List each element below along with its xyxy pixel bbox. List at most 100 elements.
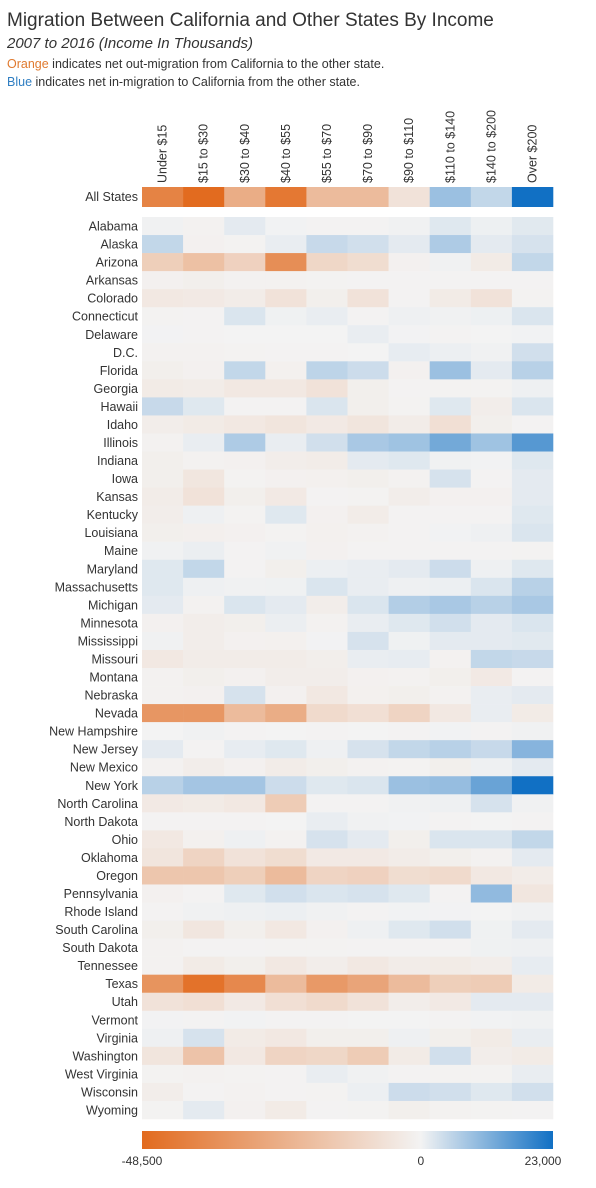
heatmap-cell — [183, 812, 225, 831]
heatmap-cell — [429, 686, 472, 705]
heatmap-cell — [265, 740, 307, 759]
heatmap-cell — [306, 307, 348, 326]
heatmap-cell — [347, 830, 389, 849]
row-label: Montana — [89, 671, 138, 685]
heatmap-cell — [347, 974, 389, 994]
summary-cell — [306, 187, 348, 207]
heatmap-cell — [347, 631, 389, 651]
heatmap-cell — [183, 1046, 225, 1066]
heatmap-cell — [470, 541, 513, 561]
heatmap-cell — [224, 902, 266, 921]
row-label: Indiana — [97, 454, 138, 468]
heatmap-cell — [470, 776, 513, 795]
heatmap-cell — [429, 577, 472, 597]
heatmap-cell — [265, 559, 307, 579]
heatmap-cell — [224, 1028, 266, 1048]
heatmap-cell — [142, 1100, 184, 1120]
heatmap-cell — [306, 613, 348, 633]
heatmap-cell — [224, 740, 266, 759]
heatmap-cell — [224, 974, 266, 994]
heatmap-cell — [265, 758, 307, 777]
heatmap-cell — [347, 325, 389, 344]
heatmap-cell — [224, 649, 266, 669]
heatmap-cell — [429, 668, 472, 687]
summary-row: All States — [85, 187, 554, 207]
heatmap-cell — [183, 686, 225, 705]
heatmap-cell — [224, 956, 266, 975]
heatmap-cell — [306, 1064, 348, 1084]
heatmap-cell — [511, 307, 554, 326]
column-header: $70 to $90 — [361, 124, 375, 183]
heatmap-cell — [265, 974, 307, 994]
heatmap-cell — [142, 451, 184, 470]
heatmap-cell — [470, 848, 513, 867]
heatmap-cell — [306, 686, 348, 705]
heatmap-cell — [183, 776, 225, 795]
heatmap-cell — [265, 379, 307, 398]
heatmap-cell — [142, 307, 184, 326]
heatmap-cell — [511, 235, 554, 254]
summary-cell — [183, 187, 225, 207]
heatmap-cell — [388, 217, 430, 236]
heatmap-cell — [388, 631, 430, 651]
heatmap-cell — [470, 956, 513, 975]
heatmap-cell — [429, 649, 472, 669]
heatmap-cell — [429, 794, 472, 813]
heatmap-cell — [388, 433, 430, 452]
heatmap-cell — [470, 884, 513, 903]
heatmap-cell — [388, 1100, 430, 1120]
heatmap-cell — [429, 307, 472, 326]
legend-keyword-blue: Blue — [7, 75, 33, 89]
heatmap-cell — [470, 1082, 513, 1102]
heatmap-cell — [470, 523, 513, 543]
heatmap-cell — [511, 397, 554, 416]
heatmap-cell — [306, 577, 348, 597]
heatmap-cell — [470, 397, 513, 416]
heatmap-cell — [142, 379, 184, 398]
column-header: $40 to $55 — [279, 124, 293, 183]
legend-keyword-orange: Orange — [7, 57, 49, 71]
heatmap-cell — [183, 379, 225, 398]
heatmap-cell — [224, 848, 266, 867]
heatmap-cell — [306, 343, 348, 362]
heatmap-cell — [142, 938, 184, 957]
heatmap-cell — [265, 1010, 307, 1030]
heatmap-cell — [470, 415, 513, 434]
heatmap-cell — [470, 649, 513, 669]
heatmap-cell — [142, 794, 184, 813]
heatmap-cell — [306, 812, 348, 831]
row-label: Hawaii — [100, 400, 138, 414]
row-label: Wyoming — [86, 1103, 138, 1117]
row-label: New Jersey — [73, 743, 139, 757]
heatmap-cell — [224, 812, 266, 831]
heatmap-cell — [511, 451, 554, 470]
heatmap-cell — [470, 343, 513, 362]
heatmap-cell — [142, 433, 184, 452]
heatmap-cell — [183, 595, 225, 615]
heatmap-cell — [347, 956, 389, 975]
heatmap-cell — [224, 776, 266, 795]
heatmap-cell — [429, 415, 472, 434]
heatmap-cell — [388, 956, 430, 975]
color-legend: -48,500 0 23,000 — [122, 1131, 562, 1168]
heatmap-cell — [470, 559, 513, 579]
row-label: Alaska — [100, 238, 138, 252]
heatmap-cell — [429, 595, 472, 615]
heatmap-cell — [265, 992, 307, 1012]
heatmap-cell — [470, 830, 513, 849]
heatmap-cell — [347, 649, 389, 669]
heatmap-cell — [511, 902, 554, 921]
heatmap-cell — [265, 884, 307, 903]
heatmap-cell — [470, 758, 513, 777]
heatmap-cell — [142, 956, 184, 975]
heatmap-cell — [224, 559, 266, 579]
heatmap-cell — [306, 217, 348, 236]
heatmap-cell — [429, 253, 472, 272]
heatmap-cell — [142, 361, 184, 380]
heatmap-cell — [388, 830, 430, 849]
heatmap-cell — [470, 1100, 513, 1120]
row-label: Iowa — [112, 472, 138, 486]
heatmap-cell — [224, 253, 266, 272]
heatmap-cell — [511, 577, 554, 597]
